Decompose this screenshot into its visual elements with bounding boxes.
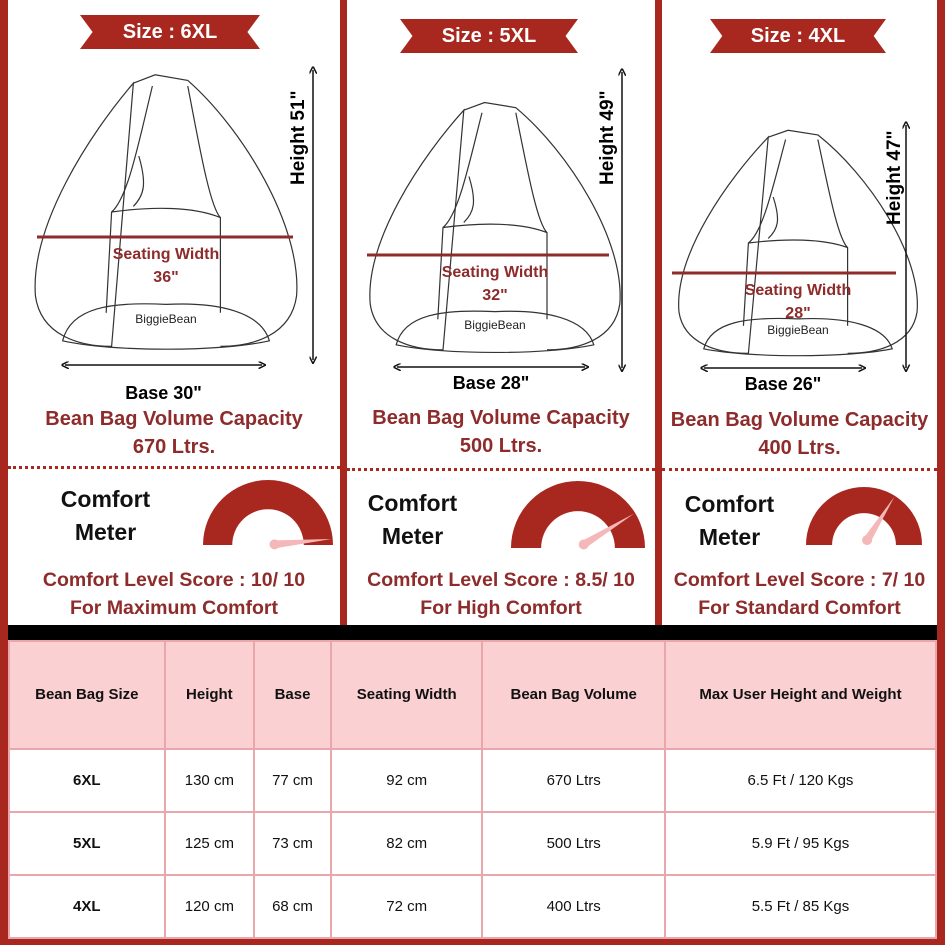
- seating-width-label: Seating Width 28": [744, 282, 852, 322]
- brand-label: BiggieBean: [767, 323, 829, 337]
- dotted-divider: [662, 468, 937, 471]
- comfort-gauge-arc: [511, 481, 645, 548]
- table-cell: 120 cm: [163, 874, 256, 939]
- comfort-score: Comfort Level Score : 8.5/ 10 For High Co…: [367, 569, 635, 619]
- comfort-gauge-arc: [806, 487, 922, 545]
- size-banner: Size : 6XL: [80, 15, 260, 49]
- dotted-divider: [347, 468, 655, 471]
- table-row: 6XL 130 cm 77 cm 92 cm 670 Ltrs 6.5 Ft / 120 …: [8, 748, 938, 813]
- size-panel-1: Size : 5XL Height 49" Seating Width 32" B…: [347, 0, 655, 625]
- divider-band: [8, 625, 937, 640]
- size-panel-2: Size : 4XL Height 47" Seating Width 28" B…: [662, 0, 937, 625]
- height-label: Height 51": [288, 90, 309, 185]
- table-header-row: Bean Bag Size Height Base Seating Width Bean…: [8, 640, 938, 750]
- brand-label: BiggieBean: [464, 317, 526, 332]
- comfort-score: Comfort Level Score : 10/ 10 For Maximum …: [42, 569, 306, 619]
- base-label: Base 28": [452, 373, 530, 393]
- table-cell: 5.9 Ft / 95 Kgs: [663, 811, 938, 876]
- brand-label: BiggieBean: [135, 312, 197, 326]
- size-chart-table: Bean Bag Size Height Base Seating Width Bean…: [8, 640, 938, 939]
- volume-capacity: Bean Bag Volume Capacity 500 Ltrs.: [372, 407, 630, 457]
- table-cell: 92 cm: [329, 748, 484, 813]
- comfort-gauge-needle: [863, 496, 895, 543]
- column-header: Bean Bag Volume: [481, 640, 666, 750]
- comfort-gauge-arc: [203, 480, 333, 545]
- bean-bag-diagram: [8, 0, 333, 550]
- column-header: Seating Width: [329, 640, 484, 750]
- bean-bag-outline: [35, 75, 297, 349]
- table-cell: 400 Ltrs: [481, 874, 666, 939]
- bean-bag-diagram: [367, 0, 645, 550]
- volume-capacity: Bean Bag Volume Capacity 400 Ltrs.: [670, 409, 929, 459]
- table-cell: 77 cm: [253, 748, 332, 813]
- comfort-meter-title: Comfort Meter: [684, 491, 775, 550]
- table-cell: 500 Ltrs: [481, 811, 666, 876]
- column-header: Base: [253, 640, 332, 750]
- table-cell: 6XL: [8, 748, 166, 813]
- table-cell: 5.5 Ft / 85 Kgs: [663, 874, 938, 939]
- column-header: Height: [163, 640, 256, 750]
- seating-width-label: Seating Width 36": [112, 246, 220, 286]
- column-header: Max User Height and Weight: [663, 640, 938, 750]
- height-label: Height 49": [597, 90, 618, 185]
- height-label: Height 47": [884, 130, 905, 225]
- table-cell: 68 cm: [253, 874, 332, 939]
- table-cell: 125 cm: [163, 811, 256, 876]
- bean-bag-outline: [679, 130, 918, 355]
- comfort-score: Comfort Level Score : 7/ 10 For Standard …: [673, 569, 926, 619]
- size-panel-0: Size : 6XL Height 51" Seating Width 36" B…: [8, 0, 340, 625]
- table-row: 5XL 125 cm 73 cm 82 cm 500 Ltrs 5.9 Ft / 95 K…: [8, 811, 938, 876]
- bean-bag-diagram: [672, 0, 922, 546]
- comfort-gauge-needle: [274, 539, 332, 549]
- table-cell: 73 cm: [253, 811, 332, 876]
- table-row: 4XL 120 cm 68 cm 72 cm 400 Ltrs 5.5 Ft / 85 K…: [8, 874, 938, 939]
- dotted-divider: [8, 466, 340, 469]
- column-header: Bean Bag Size: [8, 640, 166, 750]
- seating-width-label: Seating Width 32": [441, 264, 549, 304]
- table-cell: 5XL: [8, 811, 166, 876]
- table-cell: 6.5 Ft / 120 Kgs: [663, 748, 938, 813]
- table-cell: 670 Ltrs: [481, 748, 666, 813]
- comfort-meter-title: Comfort Meter: [367, 490, 458, 549]
- table-cell: 82 cm: [329, 811, 484, 876]
- size-banner: Size : 5XL: [400, 19, 578, 53]
- base-label: Base 26": [744, 374, 822, 394]
- bean-bag-outline: [370, 103, 620, 353]
- base-label: Base 30": [125, 383, 202, 403]
- comfort-meter-title: Comfort Meter: [60, 486, 151, 545]
- comfort-gauge-needle: [581, 513, 634, 548]
- volume-capacity: Bean Bag Volume Capacity 670 Ltrs.: [45, 408, 303, 458]
- table-cell: 4XL: [8, 874, 166, 939]
- size-banner: Size : 4XL: [710, 19, 886, 53]
- table-cell: 130 cm: [163, 748, 256, 813]
- table-cell: 72 cm: [329, 874, 484, 939]
